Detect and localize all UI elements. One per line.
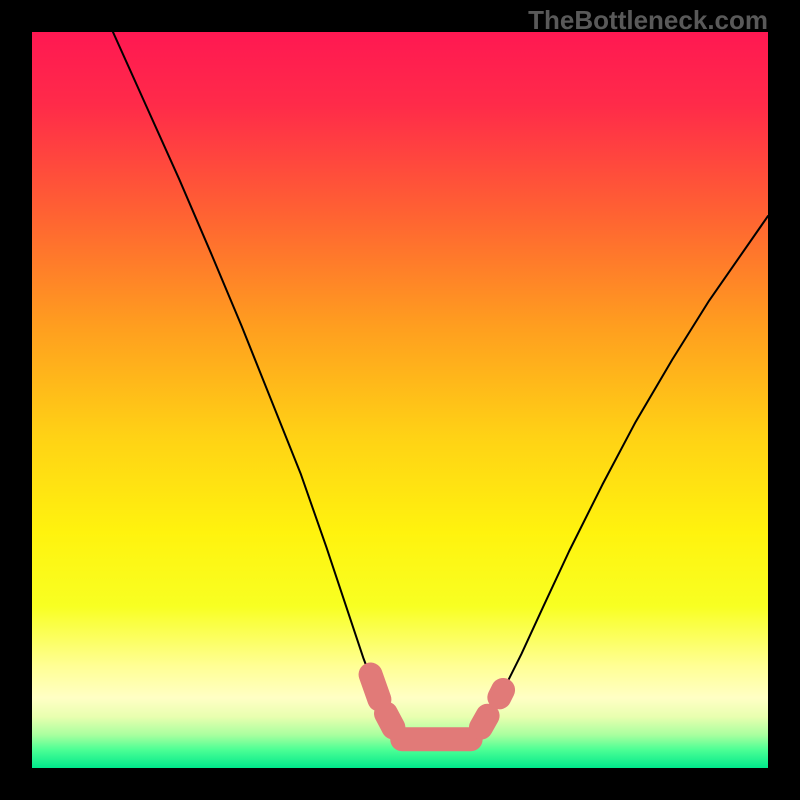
marker-capsule [499, 690, 503, 697]
marker-capsule [371, 675, 380, 700]
marker-capsule [481, 716, 488, 728]
chart-container: TheBottleneck.com [0, 0, 800, 800]
chart-background [32, 32, 768, 768]
bottleneck-chart [32, 32, 768, 768]
watermark-label: TheBottleneck.com [528, 5, 768, 36]
marker-capsule [386, 714, 393, 728]
